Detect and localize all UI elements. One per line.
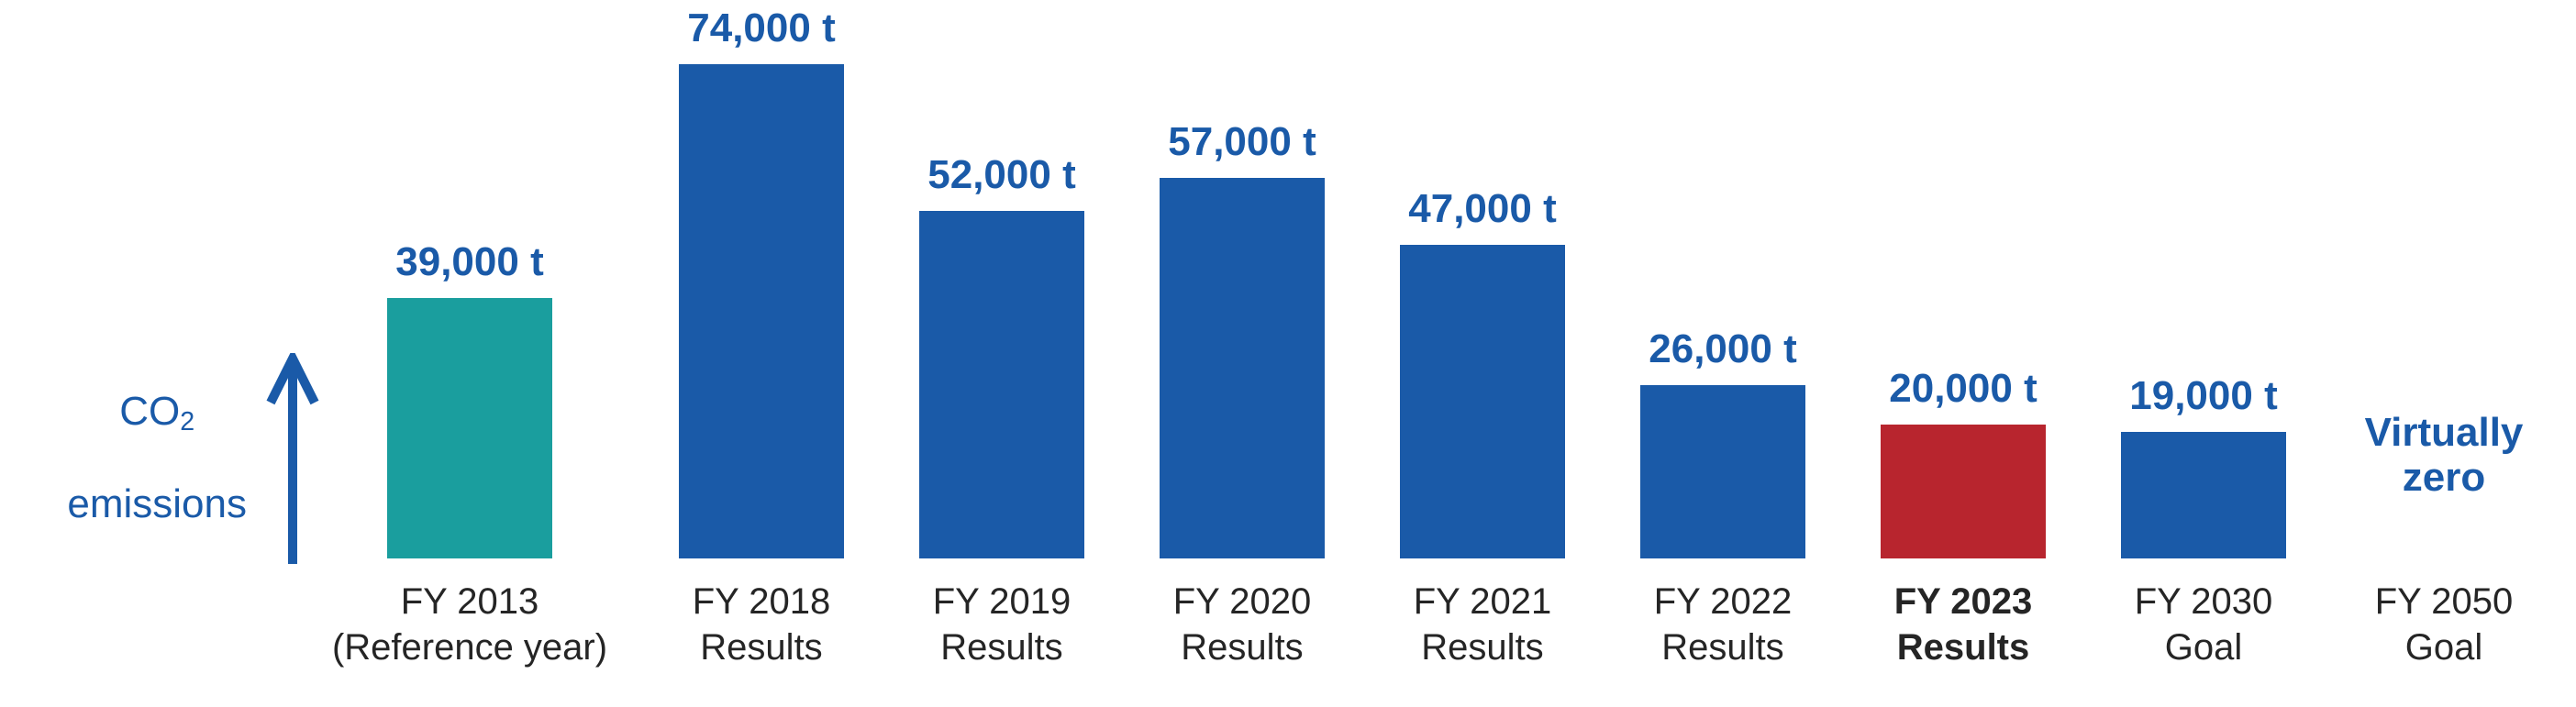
bar-x-label: FY 2030 Goal <box>2135 579 2273 670</box>
y-axis-label-line2: emissions <box>67 481 247 526</box>
bar-x-label: FY 2023 Results <box>1894 579 2033 670</box>
bar-value-label: 52,000 t <box>927 152 1075 198</box>
bar <box>387 298 552 558</box>
bar <box>1640 385 1805 558</box>
y-axis-group: CO2 emissions <box>0 353 320 564</box>
bar <box>2121 432 2286 558</box>
bar-value-label: 47,000 t <box>1408 186 1556 232</box>
co2-emissions-bar-chart: CO2 emissions 39,000 t 74,000 t 52,000 t 57… <box>0 0 2576 707</box>
bar-value-label: 19,000 t <box>2129 373 2277 419</box>
bar-x-label: FY 2018 Results <box>693 579 831 670</box>
bar <box>1881 425 2046 558</box>
bar <box>919 211 1084 558</box>
virtually-zero-label: Virtually zero <box>2365 411 2524 500</box>
bar-value-label: 57,000 t <box>1168 119 1316 165</box>
bar-x-label: FY 2013 (Reference year) <box>332 579 607 670</box>
up-arrow-icon <box>265 353 320 564</box>
bar-value-label: 20,000 t <box>1889 366 2037 412</box>
bar-value-label: 26,000 t <box>1649 326 1796 372</box>
bar-x-label: FY 2050 Goal <box>2375 579 2514 670</box>
bar-x-label: FY 2020 Results <box>1173 579 1312 670</box>
bar-x-label: FY 2021 Results <box>1414 579 1552 670</box>
bar <box>1400 245 1565 558</box>
bar-x-label: FY 2019 Results <box>933 579 1071 670</box>
y-axis-label: CO2 emissions <box>0 343 247 575</box>
bar <box>679 64 844 558</box>
bar-x-label: FY 2022 Results <box>1654 579 1793 670</box>
bar-value-label: 74,000 t <box>687 6 835 51</box>
bar <box>1160 178 1325 558</box>
bar-value-label: 39,000 t <box>395 239 543 285</box>
y-axis-label-line1: CO2 <box>119 389 194 434</box>
